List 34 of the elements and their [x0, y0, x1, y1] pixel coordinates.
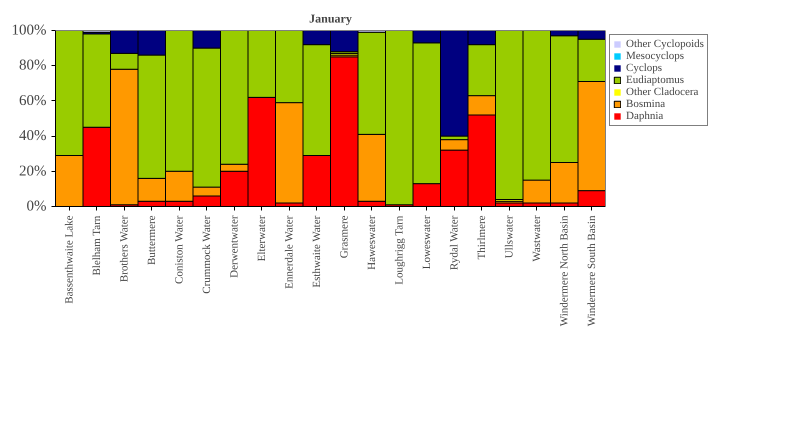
y-tick-label: 80% — [19, 58, 47, 74]
x-tick-label: Elterwater — [256, 215, 268, 262]
x-tick-label: Coniston Water — [173, 215, 186, 284]
y-tick-label: 0% — [26, 198, 47, 214]
x-tick-label: Ullswater — [503, 215, 516, 258]
x-tick-label: Wastwater — [530, 215, 543, 262]
legend-label: Other Cyclopoids — [626, 38, 704, 50]
legend-label: Mesocyclops — [626, 50, 684, 62]
legend-label: Bosmina — [626, 98, 666, 110]
y-tick-label: 20% — [19, 163, 47, 180]
x-tick-label: Ennerdale Water — [283, 215, 296, 289]
x-tick-label: Loweswater — [420, 215, 433, 270]
x-tick-label: Rydal Water — [448, 215, 460, 270]
legend-label: Other Cladocera — [626, 86, 698, 98]
y-tick-label: 60% — [19, 92, 47, 109]
x-tick-label: Crummock Water — [200, 215, 213, 294]
x-tick-label: Windermere North Basin — [558, 215, 570, 326]
x-tick-label: Grasmere — [338, 215, 350, 258]
x-tick-label: Loughrigg Tarn — [393, 215, 406, 285]
x-tick-label: Bassenthwaite Lake — [63, 215, 76, 304]
x-tick-label: Brothers Water — [118, 215, 130, 282]
y-tick-label: 40% — [19, 128, 47, 144]
x-tick-label: Windermere South Basin — [586, 215, 598, 326]
y-tick-label: 100% — [12, 22, 47, 38]
x-tick-label: Haweswater — [366, 215, 378, 270]
chart-title: January — [309, 12, 352, 26]
legend-label: Cyclops — [626, 62, 662, 74]
x-tick-label: Esthwaite Water — [310, 215, 323, 288]
x-tick-label: Buttermere — [146, 215, 158, 265]
legend-label: Daphnia — [626, 110, 664, 122]
x-tick-label: Thirlmere — [476, 215, 488, 260]
x-tick-label: Derwentwater — [228, 215, 240, 278]
x-tick-label: Blelham Tarn — [90, 215, 103, 276]
legend-label: Eudiaptomus — [626, 74, 684, 86]
